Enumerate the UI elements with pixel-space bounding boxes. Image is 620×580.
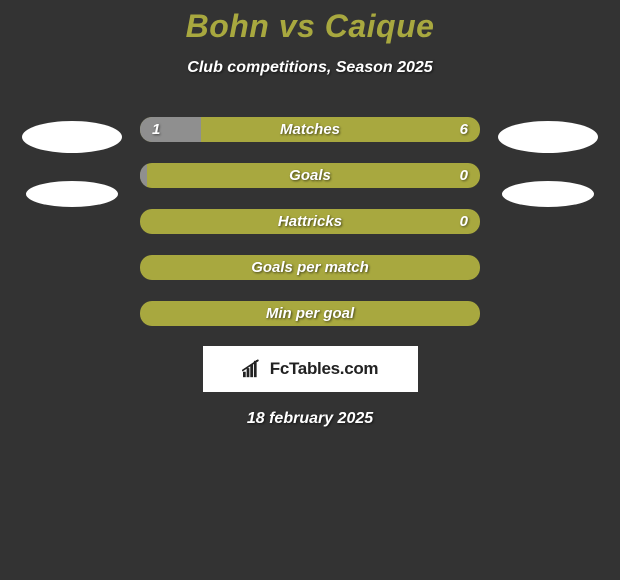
source-logo: FcTables.com [203, 346, 418, 392]
stat-bar: Goals0 [140, 163, 480, 188]
comparison-card: Bohn vs Caique Club competitions, Season… [0, 0, 620, 428]
player-left-avatar-1 [22, 121, 122, 153]
stat-bar-value-right: 0 [460, 209, 468, 234]
stat-bar-value-right: 6 [460, 117, 468, 142]
player-left-avatar-2 [26, 181, 118, 207]
stat-bar-value-left: 1 [152, 117, 160, 142]
stat-bar-label: Hattricks [140, 209, 480, 234]
stats-area: Matches16Goals0Hattricks0Goals per match… [0, 117, 620, 326]
bar-chart-icon [242, 359, 264, 379]
date-line: 18 february 2025 [0, 410, 620, 428]
stat-bar-label: Min per goal [140, 301, 480, 326]
stat-bar-value-right: 0 [460, 163, 468, 188]
stat-bar: Goals per match [140, 255, 480, 280]
stat-bar-label: Matches [140, 117, 480, 142]
stat-bar: Matches1 6 [140, 117, 480, 142]
left-avatar-column [22, 117, 122, 207]
stat-bar: Hattricks0 [140, 209, 480, 234]
logo-text: FcTables.com [270, 359, 379, 379]
page-title: Bohn vs Caique [0, 8, 620, 45]
stat-bar-label: Goals [140, 163, 480, 188]
stat-bar-label: Goals per match [140, 255, 480, 280]
player-right-avatar-1 [498, 121, 598, 153]
stat-bar: Min per goal [140, 301, 480, 326]
subtitle: Club competitions, Season 2025 [0, 59, 620, 77]
right-avatar-column [498, 117, 598, 207]
stat-bars: Matches16Goals0Hattricks0Goals per match… [140, 117, 480, 326]
player-right-avatar-2 [502, 181, 594, 207]
